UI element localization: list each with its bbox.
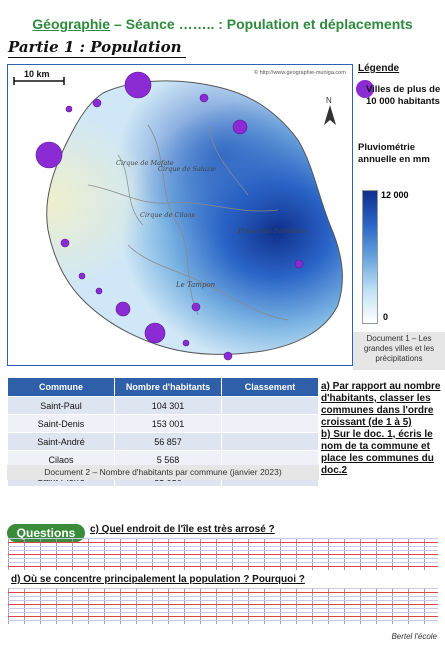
- label-tampon: Le Tampon: [175, 281, 216, 289]
- instruction-a: a) Par rapport au nombre d'habitants, cl…: [321, 381, 443, 429]
- city-marker: [78, 272, 86, 280]
- city-marker: [182, 339, 190, 347]
- cell-commune: Saint-Denis: [7, 414, 115, 433]
- label-palmistes: Plaine des Palmistes: [237, 227, 306, 235]
- map-svg: N 10 km © http://www.geographie-muniga.c…: [13, 69, 346, 361]
- cell-classement[interactable]: [221, 396, 319, 415]
- city-marker: [294, 259, 304, 269]
- question-d: d) Où se concentre principalement la pop…: [11, 574, 305, 585]
- answer-lines-d[interactable]: [8, 588, 438, 624]
- city-marker: [191, 302, 201, 312]
- scale-label: 10 km: [24, 69, 50, 79]
- svg-text:N: N: [326, 96, 332, 105]
- city-marker: [65, 105, 73, 113]
- table-header-row: Commune Nombre d'habitants Classement: [7, 377, 319, 397]
- cell-commune: Saint-Paul: [7, 396, 115, 415]
- scale-bar: [13, 77, 65, 85]
- city-marker: [199, 93, 209, 103]
- label-salazie: Cirque de Salazie: [158, 165, 216, 173]
- instruction-a-text: a) Par rapport au nombre d'habitants, cl…: [321, 381, 441, 428]
- doc1-caption: Document 1 – Les grandes villes et les p…: [353, 332, 445, 370]
- label-mafate: Cirque de Mafate: [116, 159, 174, 167]
- answer-lines-c[interactable]: [8, 538, 438, 570]
- title-rest: – Séance …….. : Population et déplacemen…: [110, 16, 413, 32]
- legend-cities-label: Villes de plus de 10 000 habitants: [366, 84, 441, 107]
- city-marker: [35, 141, 63, 169]
- island-map: N 10 km © http://www.geographie-muniga.c…: [7, 64, 353, 366]
- cell-habitants: 153 001: [114, 414, 222, 433]
- header-classement: Classement: [221, 377, 319, 397]
- cell-commune: Cilaos: [7, 450, 115, 469]
- table-row: Saint-Denis 153 001: [7, 414, 319, 433]
- cell-habitants: 104 301: [114, 396, 222, 415]
- city-marker: [60, 238, 70, 248]
- footer-credit: Bertel l'école: [391, 632, 437, 641]
- cell-habitants: 56 857: [114, 432, 222, 451]
- instruction-b: b) Sur le doc. 1, écris le nom de ta com…: [321, 429, 443, 477]
- rain-max-label: 12 000: [381, 190, 409, 200]
- cell-commune: Saint-André: [7, 432, 115, 451]
- cell-classement[interactable]: [221, 450, 319, 469]
- legend-title: Légende: [358, 63, 400, 74]
- city-legend-dot: [356, 80, 374, 98]
- map-credit: © http://www.geographie-muniga.com: [254, 69, 346, 76]
- cell-classement[interactable]: [221, 414, 319, 433]
- city-markers: [35, 71, 304, 361]
- north-arrow: N: [324, 96, 336, 125]
- cell-classement[interactable]: [221, 432, 319, 451]
- questions-badge: Questions: [7, 524, 85, 542]
- city-marker: [124, 71, 152, 99]
- page-title: Géographie – Séance …….. : Population et…: [0, 16, 445, 32]
- header-habitants: Nombre d'habitants: [114, 377, 222, 397]
- city-marker: [223, 351, 233, 361]
- city-marker: [115, 301, 131, 317]
- city-marker: [92, 98, 102, 108]
- city-marker: [144, 322, 166, 344]
- table-row: Saint-Paul 104 301: [7, 396, 319, 415]
- legend-rain-label: Pluviométrie annuelle en mm: [358, 142, 430, 165]
- label-cilaos: Cirque de Cilaos: [140, 211, 195, 219]
- header-commune: Commune: [7, 377, 115, 397]
- table-row: Cilaos 5 568: [7, 450, 319, 469]
- cell-habitants: 5 568: [114, 450, 222, 469]
- instructions: a) Par rapport au nombre d'habitants, cl…: [321, 381, 443, 477]
- city-marker: [95, 287, 103, 295]
- table-row: Saint-André 56 857: [7, 432, 319, 451]
- part-title: Partie 1 : Population: [8, 38, 186, 58]
- rain-min-label: 0: [383, 312, 389, 322]
- rain-scale-bar: [362, 190, 378, 324]
- instruction-b-text: b) Sur le doc. 1, écris le nom de ta com…: [321, 429, 434, 476]
- city-marker: [232, 119, 248, 135]
- doc2-caption: Document 2 – Nombre d'habitants par comm…: [7, 465, 319, 480]
- question-c: c) Quel endroit de l'île est très arrosé…: [90, 524, 275, 535]
- subject-label: Géographie: [32, 16, 111, 32]
